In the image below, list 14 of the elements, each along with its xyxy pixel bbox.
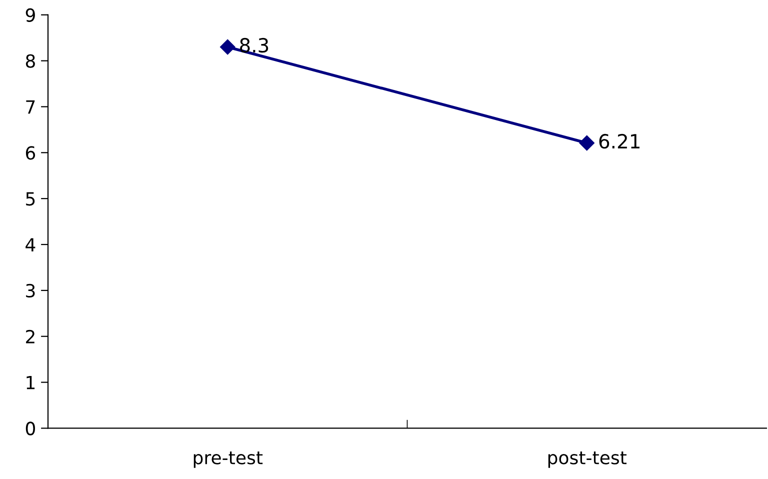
x-tick-label: post-test xyxy=(548,451,627,468)
y-tick-label: 0 xyxy=(26,422,35,436)
y-tick-label: 1 xyxy=(26,376,35,390)
y-tick-label: 5 xyxy=(26,192,35,206)
y-tick-label: 8 xyxy=(26,54,35,68)
y-tick-label: 9 xyxy=(26,8,35,22)
y-tick-label: 4 xyxy=(26,238,36,252)
x-tick-label: pre-test xyxy=(194,451,263,468)
y-tick-label: 2 xyxy=(26,330,34,344)
data-label: 8.3 xyxy=(240,38,268,53)
y-tick-label: 7 xyxy=(26,100,35,114)
y-tick-label: 3 xyxy=(26,284,35,298)
y-tick-label: 6 xyxy=(26,146,36,160)
data-label: 6.21 xyxy=(599,134,640,149)
